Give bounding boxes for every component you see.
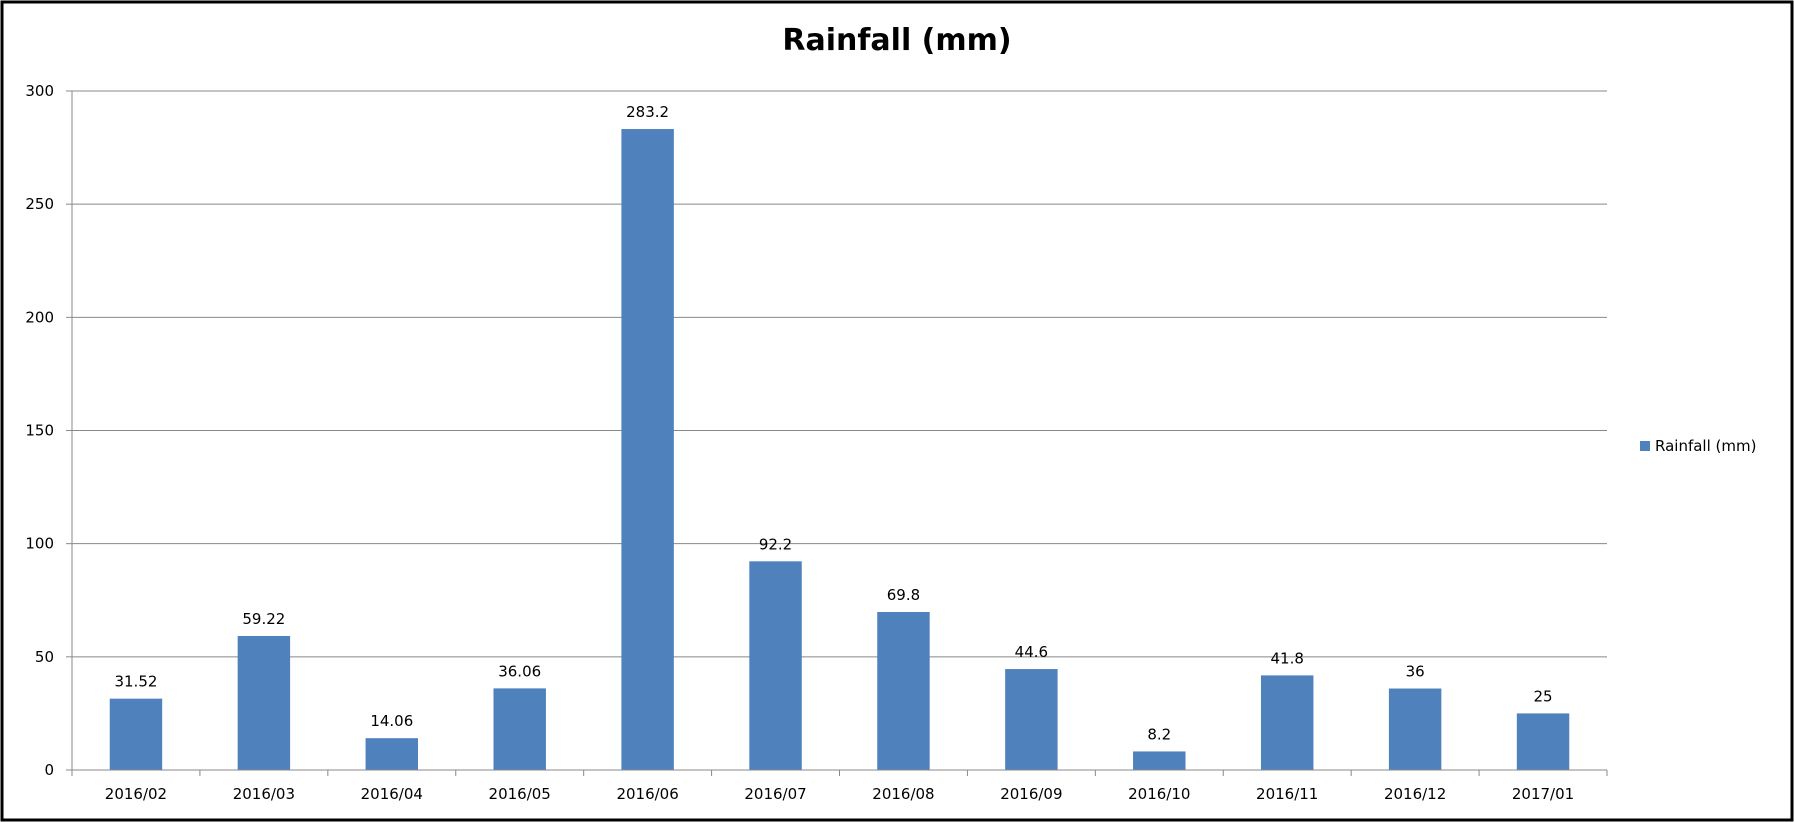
legend-swatch (1640, 441, 1650, 451)
y-tick-label: 150 (25, 422, 54, 440)
data-label: 69.8 (887, 586, 920, 604)
data-label: 36 (1406, 663, 1425, 681)
chart-title: Rainfall (mm) (782, 23, 1011, 58)
y-tick-label: 50 (35, 648, 54, 666)
data-label: 283.2 (626, 103, 669, 121)
axes (66, 90, 1608, 776)
bar (1260, 675, 1314, 770)
x-axis-tick-labels: 2016/02 2016/03 2016/04 2016/05 2016/06 2016/… (105, 785, 1574, 803)
x-tick-label: 2016/07 (744, 785, 806, 803)
data-label: 44.6 (1015, 643, 1048, 661)
x-tick-label: 2017/01 (1512, 785, 1574, 803)
data-labels: 31.52 59.22 14.06 36.06 283.2 92.2 69.8 44.6 8.2… (114, 103, 1552, 743)
y-axis-tick-labels: 0 50 100 150 200 250 300 (25, 82, 54, 779)
bar (749, 561, 802, 770)
x-tick-label: 2016/09 (1000, 785, 1062, 803)
data-label: 14.06 (370, 712, 413, 730)
bar (1388, 688, 1442, 770)
x-tick-label: 2016/08 (872, 785, 934, 803)
bar (877, 612, 930, 770)
data-label: 31.52 (114, 673, 157, 691)
bars (109, 129, 1570, 771)
bar (1133, 751, 1186, 770)
bar (109, 698, 163, 770)
data-label: 36.06 (498, 662, 541, 680)
gridlines (72, 90, 1607, 658)
y-tick-label: 100 (25, 535, 54, 553)
data-label: 8.2 (1147, 725, 1171, 743)
data-label: 92.2 (759, 535, 792, 553)
y-tick-label: 0 (44, 761, 54, 779)
bar (1516, 713, 1570, 770)
data-label: 59.22 (242, 610, 285, 628)
y-tick-label: 200 (25, 308, 54, 326)
bar (493, 688, 546, 770)
y-tick-label: 300 (25, 82, 54, 100)
x-tick-label: 2016/02 (105, 785, 167, 803)
x-tick-label: 2016/05 (489, 785, 551, 803)
x-tick-label: 2016/04 (361, 785, 423, 803)
x-tick-label: 2016/10 (1128, 785, 1190, 803)
legend: Rainfall (mm) (1640, 437, 1756, 455)
x-tick-label: 2016/12 (1384, 785, 1446, 803)
x-tick-label: 2016/06 (616, 785, 678, 803)
x-tick-label: 2016/03 (233, 785, 295, 803)
bar (621, 129, 674, 771)
data-label: 41.8 (1271, 649, 1304, 667)
bar (365, 738, 419, 770)
x-tick-label: 2016/11 (1256, 785, 1318, 803)
legend-label: Rainfall (mm) (1655, 437, 1756, 455)
data-label: 25 (1533, 687, 1552, 705)
bar (237, 635, 291, 770)
bar (1005, 669, 1058, 770)
y-tick-label: 250 (25, 195, 54, 213)
